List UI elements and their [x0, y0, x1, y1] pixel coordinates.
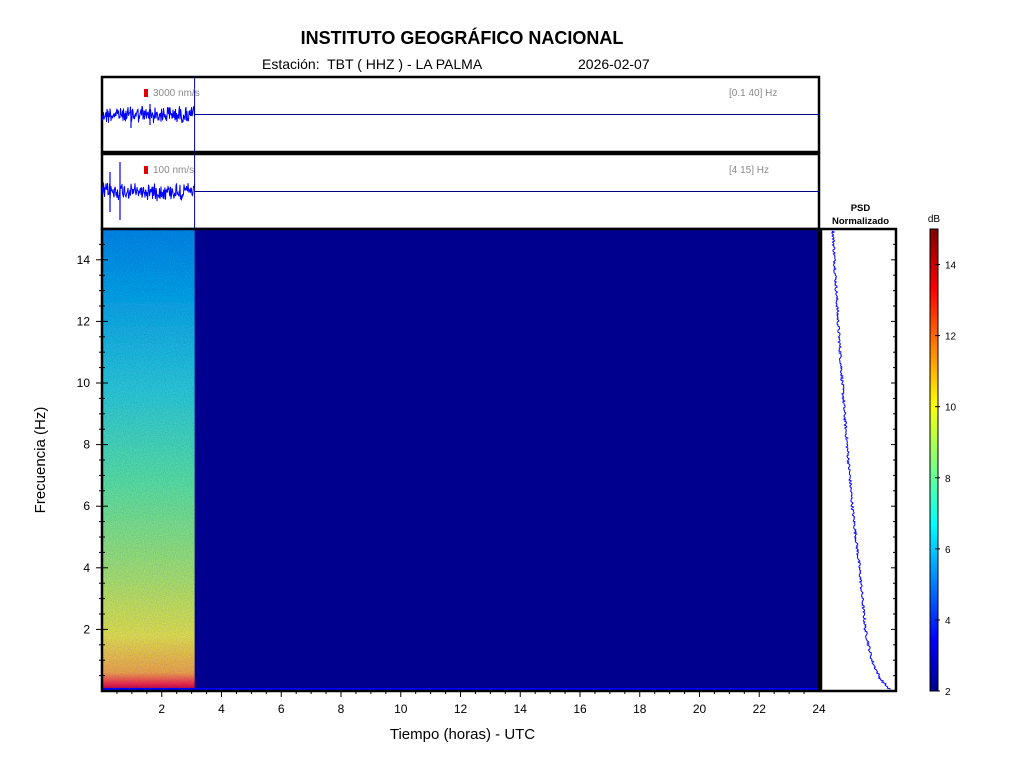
x-tick-label: 2: [158, 702, 165, 716]
psd-title: PSD: [851, 203, 871, 214]
x-tick-label: 14: [514, 702, 528, 716]
date-label: 2026-02-07: [578, 56, 650, 72]
y-tick-label: 14: [77, 253, 91, 267]
y-tick-label: 12: [77, 314, 91, 328]
seismogram-filtered-panel: 100 nm/s [4 15] Hz: [100, 152, 821, 231]
spectrogram-background: [102, 229, 819, 691]
y-tick-label: 10: [77, 376, 91, 390]
x-axis-label: Tiempo (horas) - UTC: [390, 726, 535, 743]
x-tick-label: 12: [454, 702, 468, 716]
figure-title: INSTITUTO GEOGRÁFICO NACIONAL: [300, 28, 624, 48]
y-tick-label: 8: [83, 438, 90, 452]
scale-bar: [144, 89, 148, 97]
spectrogram-active-region: [102, 229, 195, 691]
trace-line: [101, 105, 195, 124]
x-tick-label: 24: [812, 702, 826, 716]
psd-title: Normalizado: [832, 216, 889, 227]
x-tick-label: 8: [338, 702, 345, 716]
colorbar-tick-label: 2: [945, 687, 951, 698]
scale-bar: [144, 166, 148, 174]
psd-frame: [819, 227, 898, 693]
y-axis-label: Frecuencia (Hz): [32, 407, 49, 514]
seismogram-broadband-panel: 3000 nm/s [0.1 40] Hz: [100, 75, 821, 154]
y-tick-label: 2: [83, 622, 90, 636]
colorbar-gradient: [929, 228, 939, 692]
spectrogram-bottom-band: [102, 688, 819, 691]
x-tick-label: 6: [278, 702, 285, 716]
colorbar-panel: dB 2 4 6 8 10 12 14: [928, 214, 957, 698]
x-tick-label: 20: [693, 702, 707, 716]
colorbar-tick-label: 14: [945, 261, 957, 272]
x-tick-label: 16: [573, 702, 587, 716]
psd-curve: [831, 230, 891, 690]
colorbar-tick-label: 6: [945, 545, 951, 556]
trace-line: [101, 182, 195, 202]
scale-label: 100 nm/s: [153, 165, 194, 176]
colorbar-tick-label: 10: [945, 403, 957, 414]
scale-label: 3000 nm/s: [153, 88, 200, 99]
station-label: Estación: TBT ( HHZ ) - LA PALMA: [262, 56, 483, 72]
x-tick-label: 22: [753, 702, 767, 716]
colorbar-tick-label: 8: [945, 474, 951, 485]
x-tick-label: 10: [394, 702, 408, 716]
x-tick-label: 4: [218, 702, 225, 716]
y-tick-label: 4: [83, 561, 90, 575]
colorbar-tick-label: 12: [945, 332, 957, 343]
y-tick-label: 6: [83, 499, 90, 513]
psd-panel: PSD Normalizado: [819, 203, 898, 693]
colorbar-label: dB: [928, 214, 941, 225]
band-label: [0.1 40] Hz: [729, 88, 777, 99]
band-label: [4 15] Hz: [729, 165, 769, 176]
x-tick-label: 18: [633, 702, 647, 716]
colorbar-tick-label: 4: [945, 616, 951, 627]
